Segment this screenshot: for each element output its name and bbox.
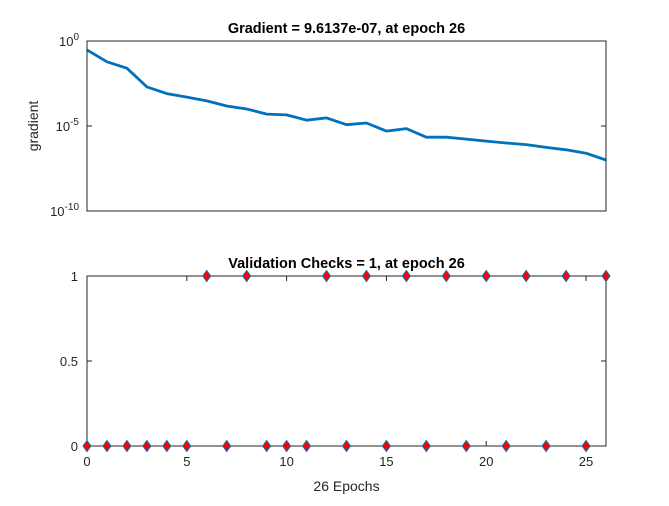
top-y-tick-label: 10-10 xyxy=(50,202,79,219)
gradient-series-line xyxy=(86,48,607,162)
validation-check-marker xyxy=(122,439,132,453)
validation-check-marker xyxy=(481,269,491,283)
bottom-plot-area xyxy=(87,276,606,446)
validation-check-marker xyxy=(561,269,571,283)
validation-check-marker xyxy=(281,439,292,453)
bottom-y-tick-label: 0.5 xyxy=(60,354,78,369)
top-axes-box xyxy=(86,40,607,212)
validation-check-marker xyxy=(222,439,232,453)
validation-check-marker xyxy=(421,439,431,453)
bottom-chart-title: Validation Checks = 1, at epoch 26 xyxy=(228,256,465,272)
validation-check-marker xyxy=(301,439,312,453)
validation-check-marker xyxy=(381,439,392,453)
bottom-y-tick-label: 1 xyxy=(71,269,78,284)
top-chart-title: Gradient = 9.6137e-07, at epoch 26 xyxy=(228,21,465,37)
top-y-axis-label: gradient xyxy=(25,101,41,152)
validation-check-marker xyxy=(441,269,451,283)
top-y-tick-label: 10-5 xyxy=(56,117,80,134)
validation-check-marker xyxy=(82,439,92,453)
validation-check-marker xyxy=(321,269,332,283)
validation-check-marker xyxy=(182,439,192,453)
validation-check-marker xyxy=(142,439,152,453)
validation-check-marker xyxy=(501,439,511,453)
validation-check-marker xyxy=(242,269,252,283)
bottom-x-tick-label: 0 xyxy=(83,454,90,469)
validation-check-marker xyxy=(601,269,611,283)
validation-check-marker xyxy=(521,269,531,283)
validation-check-marker xyxy=(162,439,172,453)
bottom-y-tick-label: 0 xyxy=(71,439,78,454)
validation-check-marker xyxy=(341,439,352,453)
validation-check-marker xyxy=(461,439,471,453)
top-y-tick-label: 100 xyxy=(59,32,79,49)
bottom-x-axis-label: 26 Epochs xyxy=(313,478,379,494)
bottom-x-tick-label: 15 xyxy=(379,454,393,469)
validation-check-marker xyxy=(361,269,372,283)
validation-check-marker xyxy=(581,439,591,453)
bottom-x-tick-label: 25 xyxy=(579,454,593,469)
bottom-x-tick-label: 20 xyxy=(479,454,493,469)
validation-check-marker xyxy=(541,439,551,453)
validation-check-marker xyxy=(401,269,412,283)
bottom-x-tick-label: 5 xyxy=(183,454,190,469)
validation-check-marker xyxy=(102,439,112,453)
validation-check-marker xyxy=(262,439,272,453)
bottom-x-tick-label: 10 xyxy=(279,454,293,469)
validation-check-marker xyxy=(202,269,212,283)
